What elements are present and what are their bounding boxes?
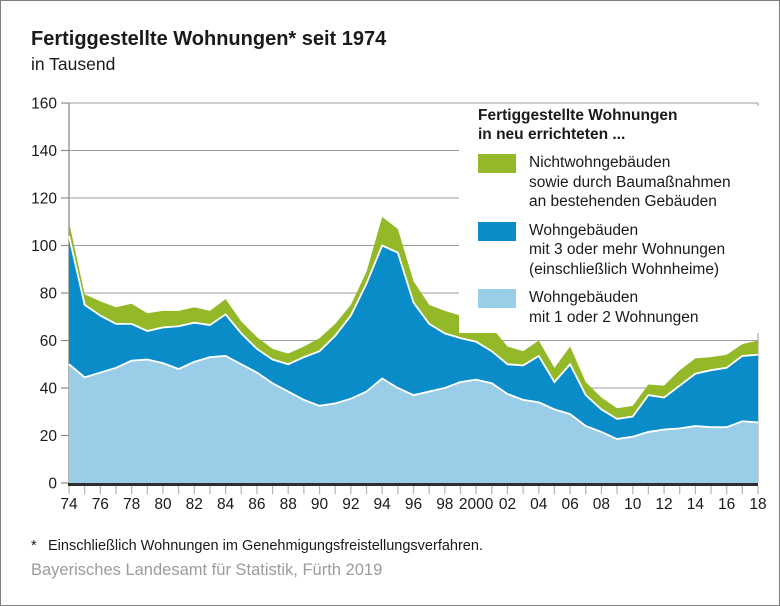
legend-item-wohngebaeude-3plus: Wohngebäuden mit 3 oder mehr Wohnungen (… [478,221,759,280]
footnote-text: Einschließlich Wohnungen im Genehmigungs… [48,538,483,554]
svg-text:90: 90 [311,496,329,513]
svg-text:92: 92 [342,496,359,513]
svg-text:40: 40 [40,381,58,398]
legend-label-line: (einschließlich Wohnheime) [529,260,720,278]
footnote: * Einschließlich Wohnungen im Genehmigung… [31,537,483,555]
svg-text:78: 78 [123,496,140,513]
svg-text:160: 160 [31,96,57,113]
svg-text:94: 94 [374,496,392,513]
svg-text:16: 16 [718,496,735,513]
svg-text:18: 18 [749,496,766,513]
chart-legend: Fertiggestellte Wohnungen in neu erricht… [459,106,759,333]
legend-label-line: Wohngebäuden [529,221,639,239]
svg-text:76: 76 [92,496,109,513]
svg-text:10: 10 [624,496,642,513]
svg-text:98: 98 [436,496,453,513]
svg-text:60: 60 [40,333,58,350]
svg-text:06: 06 [561,496,578,513]
svg-text:96: 96 [405,496,422,513]
svg-text:120: 120 [31,191,57,208]
legend-item-wohngebaeude-1-2: Wohngebäuden mit 1 oder 2 Wohnungen [478,288,759,327]
svg-text:02: 02 [499,496,516,513]
legend-label-line: mit 3 oder mehr Wohnungen [529,241,726,258]
svg-text:100: 100 [31,238,57,255]
svg-text:12: 12 [655,496,672,513]
svg-text:82: 82 [186,496,203,513]
legend-swatch-lightblue [478,289,516,308]
footnote-marker: * [31,538,37,554]
legend-swatch-green [478,154,516,173]
source-attribution: Bayerisches Landesamt für Statistik, Für… [31,561,383,579]
svg-text:04: 04 [530,496,548,513]
legend-title-line1: Fertiggestellte Wohnungen [478,107,678,124]
svg-text:84: 84 [217,496,235,513]
legend-label-line: mit 1 oder 2 Wohnungen [529,308,699,326]
svg-text:20: 20 [40,428,58,445]
legend-title: Fertiggestellte Wohnungen in neu erricht… [478,106,759,144]
legend-title-line2: in neu errichteten ... [478,126,626,143]
svg-text:74: 74 [60,496,78,513]
svg-text:86: 86 [248,496,265,513]
svg-text:0: 0 [48,476,57,493]
legend-label-line: an bestehenden Gebäuden [529,193,717,210]
svg-text:2000: 2000 [459,496,494,513]
legend-label-line: Wohngebäuden [529,289,639,306]
page-title: Fertiggestellte Wohnungen* seit 1974 [31,28,387,50]
legend-swatch-blue [478,221,516,241]
svg-text:140: 140 [31,143,57,160]
legend-label-line: Nichtwohngebäuden [529,154,671,171]
svg-text:14: 14 [687,496,705,513]
svg-text:80: 80 [154,496,172,513]
chart-subtitle: in Tausend [31,54,116,74]
svg-text:80: 80 [40,286,58,303]
svg-text:88: 88 [280,496,297,513]
svg-text:08: 08 [593,496,610,513]
legend-label-line: sowie durch Baumaßnahmen [529,173,731,191]
legend-item-nichtwohngebaeude: Nichtwohngebäuden sowie durch Baumaßnahm… [478,153,759,212]
